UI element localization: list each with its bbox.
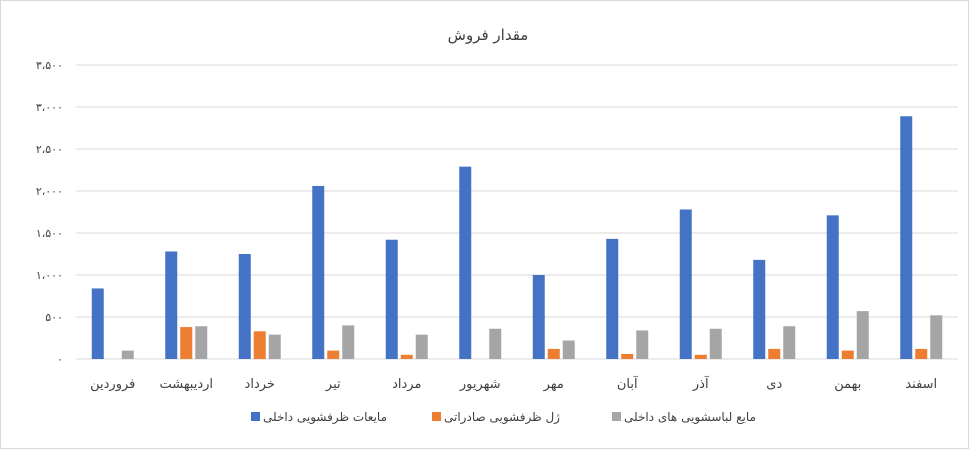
bar (753, 259, 766, 359)
bar (900, 116, 913, 360)
bar (400, 354, 413, 359)
bar (415, 334, 428, 359)
bar (532, 275, 545, 359)
bar (91, 288, 104, 359)
legend: مایعات ظرفشویی داخلی ژل ظرفشویی صادراتی ما… (251, 410, 756, 425)
legend-label: مایعات ظرفشویی داخلی (263, 410, 387, 425)
bar (180, 327, 193, 359)
bar (342, 325, 355, 359)
x-tick-label: خرداد (245, 377, 275, 392)
x-tick-label: اردیبهشت (159, 377, 213, 392)
y-tick-label: ۱،۰۰۰ (36, 269, 63, 282)
bar (165, 251, 178, 359)
y-tick-label: ۵۰۰ (45, 311, 63, 324)
legend-swatch (432, 412, 441, 421)
bar (606, 238, 619, 359)
bar (385, 239, 398, 359)
bar (636, 330, 649, 359)
bar (841, 350, 854, 359)
bar (253, 331, 266, 359)
legend-label: ژل ظرفشویی صادراتی (444, 410, 560, 425)
bars (91, 116, 943, 360)
x-axis-ticks: فروردین اردیبهشت خرداد تیر مرداد شهریور مهر آبا… (90, 375, 937, 392)
y-tick-label: ۳،۰۰۰ (36, 101, 63, 114)
bar (826, 215, 839, 359)
bar (856, 311, 869, 359)
y-tick-label: ۰ (57, 353, 63, 366)
bar (562, 340, 575, 359)
bar (312, 185, 325, 359)
gridlines (76, 64, 958, 360)
x-tick-label: مهر (543, 377, 564, 392)
bar (709, 328, 722, 359)
bar (268, 334, 281, 359)
x-tick-label: آذر (692, 375, 710, 392)
y-tick-label: ۱،۵۰۰ (36, 227, 63, 240)
x-tick-label: شهریور (459, 377, 501, 392)
x-tick-label: مرداد (392, 377, 421, 392)
y-tick-label: ۳،۵۰۰ (36, 59, 63, 72)
bar (621, 353, 634, 359)
bar (930, 315, 943, 359)
x-tick-label: بهمن (834, 377, 861, 392)
bar (694, 354, 707, 359)
bar (195, 326, 208, 359)
legend-swatch (612, 412, 621, 421)
y-axis-ticks: ۰ ۵۰۰ ۱،۰۰۰ ۱،۵۰۰ ۲،۰۰۰ ۲،۵۰۰ ۳،۰۰۰ ۳،۵۰۰ (36, 59, 63, 366)
y-tick-label: ۲،۵۰۰ (36, 143, 63, 156)
bar (915, 348, 928, 359)
bar (327, 350, 340, 359)
x-tick-label: فروردین (90, 377, 135, 392)
bar (547, 348, 560, 359)
bar (679, 209, 692, 359)
chart-title: مقدار فروش (448, 26, 529, 44)
legend-swatch (251, 412, 260, 421)
bar (459, 166, 472, 359)
bar (489, 328, 502, 359)
bar (238, 254, 251, 359)
x-tick-label: آبان (617, 375, 639, 392)
legend-label: مایع لباسشویی های داخلی (624, 410, 756, 425)
bar (121, 350, 134, 359)
y-tick-label: ۲،۰۰۰ (36, 185, 63, 198)
x-tick-label: اسفند (905, 377, 937, 392)
x-tick-label: تیر (325, 377, 341, 392)
bar (768, 348, 781, 359)
bar (783, 326, 796, 359)
x-tick-label: دی (766, 377, 782, 392)
